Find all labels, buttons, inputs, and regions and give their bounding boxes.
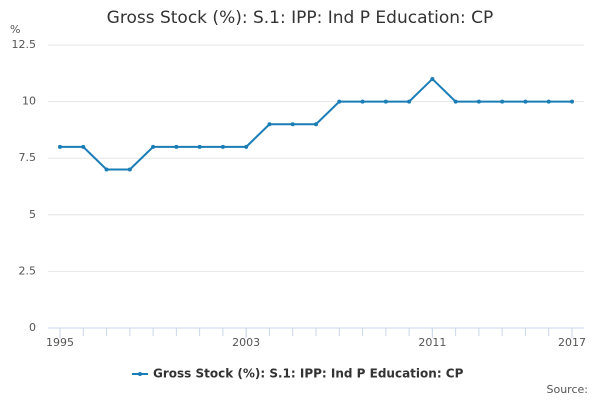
y-tick-label: 7.5 — [19, 151, 37, 164]
data-point — [500, 99, 505, 104]
y-tick-label: 2.5 — [19, 264, 37, 277]
legend-marker — [138, 372, 142, 376]
data-point — [546, 99, 551, 104]
data-point — [197, 144, 202, 149]
y-tick-label: 10 — [22, 95, 36, 108]
data-point — [383, 99, 388, 104]
data-point — [244, 144, 249, 149]
x-tick-label: 2017 — [558, 336, 586, 349]
y-tick-label: 0 — [29, 321, 36, 334]
data-point — [174, 144, 179, 149]
data-point — [430, 76, 435, 81]
y-tick-label: 5 — [29, 208, 36, 221]
chart-title: Gross Stock (%): S.1: IPP: Ind P Educati… — [107, 8, 494, 28]
data-point — [267, 122, 272, 127]
data-point — [407, 99, 412, 104]
data-point — [151, 144, 156, 149]
legend-label: Gross Stock (%): S.1: IPP: Ind P Educati… — [153, 367, 464, 381]
data-point — [453, 99, 458, 104]
data-point — [290, 122, 295, 127]
data-point — [127, 167, 132, 172]
data-point — [104, 167, 109, 172]
data-point — [523, 99, 528, 104]
y-unit: % — [10, 23, 20, 36]
x-tick-label: 2003 — [232, 336, 260, 349]
data-point — [337, 99, 342, 104]
data-point — [570, 99, 574, 104]
source: Source: — [547, 383, 589, 396]
data-point — [314, 122, 318, 127]
data-point — [360, 99, 365, 104]
data-point — [220, 144, 225, 149]
x-tick-label: 2011 — [418, 336, 446, 349]
data-point — [58, 144, 62, 149]
data-point — [476, 99, 481, 104]
data-point — [81, 144, 86, 149]
y-tick-label: 12.5 — [12, 38, 37, 51]
x-tick-label: 1995 — [46, 336, 74, 349]
